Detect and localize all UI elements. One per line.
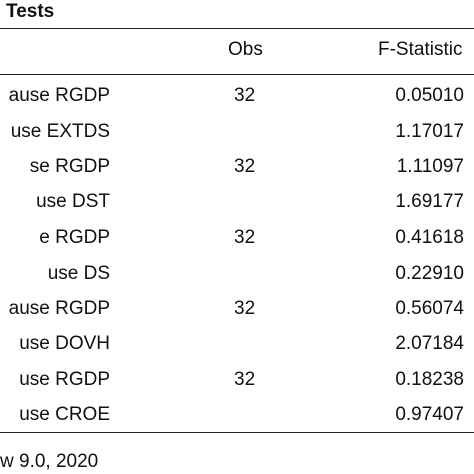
row-label: use DST	[36, 191, 110, 212]
row-f-statistic: 1.17017	[395, 121, 464, 142]
row-f-statistic: 0.18238	[395, 369, 464, 390]
row-label: use DOVH	[19, 333, 110, 354]
row-f-statistic: 2.07184	[395, 333, 464, 354]
row-label: ause RGDP	[8, 298, 110, 319]
bottom-rule	[0, 432, 474, 433]
row-f-statistic: 0.22910	[395, 263, 464, 284]
row-f-statistic: 0.56074	[395, 298, 464, 319]
row-obs: 32	[234, 369, 256, 390]
row-label: ause RGDP	[8, 85, 110, 106]
row-f-statistic: 0.05010	[395, 85, 464, 106]
top-rule	[0, 28, 474, 29]
row-obs: 32	[234, 298, 256, 319]
source-note: w 9.0, 2020	[0, 451, 99, 472]
row-obs: 32	[234, 85, 256, 106]
row-label: use DS	[47, 263, 110, 284]
row-label: use CROE	[19, 404, 110, 425]
header-obs: Obs	[228, 39, 263, 60]
header-f-statistic: F-Statistic	[378, 39, 463, 60]
row-label: use EXTDS	[10, 121, 110, 142]
row-f-statistic: 0.97407	[395, 404, 464, 425]
row-f-statistic: 1.69177	[395, 191, 464, 212]
row-f-statistic: 0.41618	[395, 227, 464, 248]
header-rule	[0, 74, 474, 75]
row-obs: 32	[234, 156, 256, 177]
row-obs: 32	[234, 227, 256, 248]
row-label: se RGDP	[29, 156, 110, 177]
row-f-statistic: 1.11097	[396, 156, 464, 177]
row-label: e RGDP	[39, 227, 110, 248]
row-label: use RGDP	[19, 369, 110, 390]
table-title: Tests	[6, 1, 55, 22]
